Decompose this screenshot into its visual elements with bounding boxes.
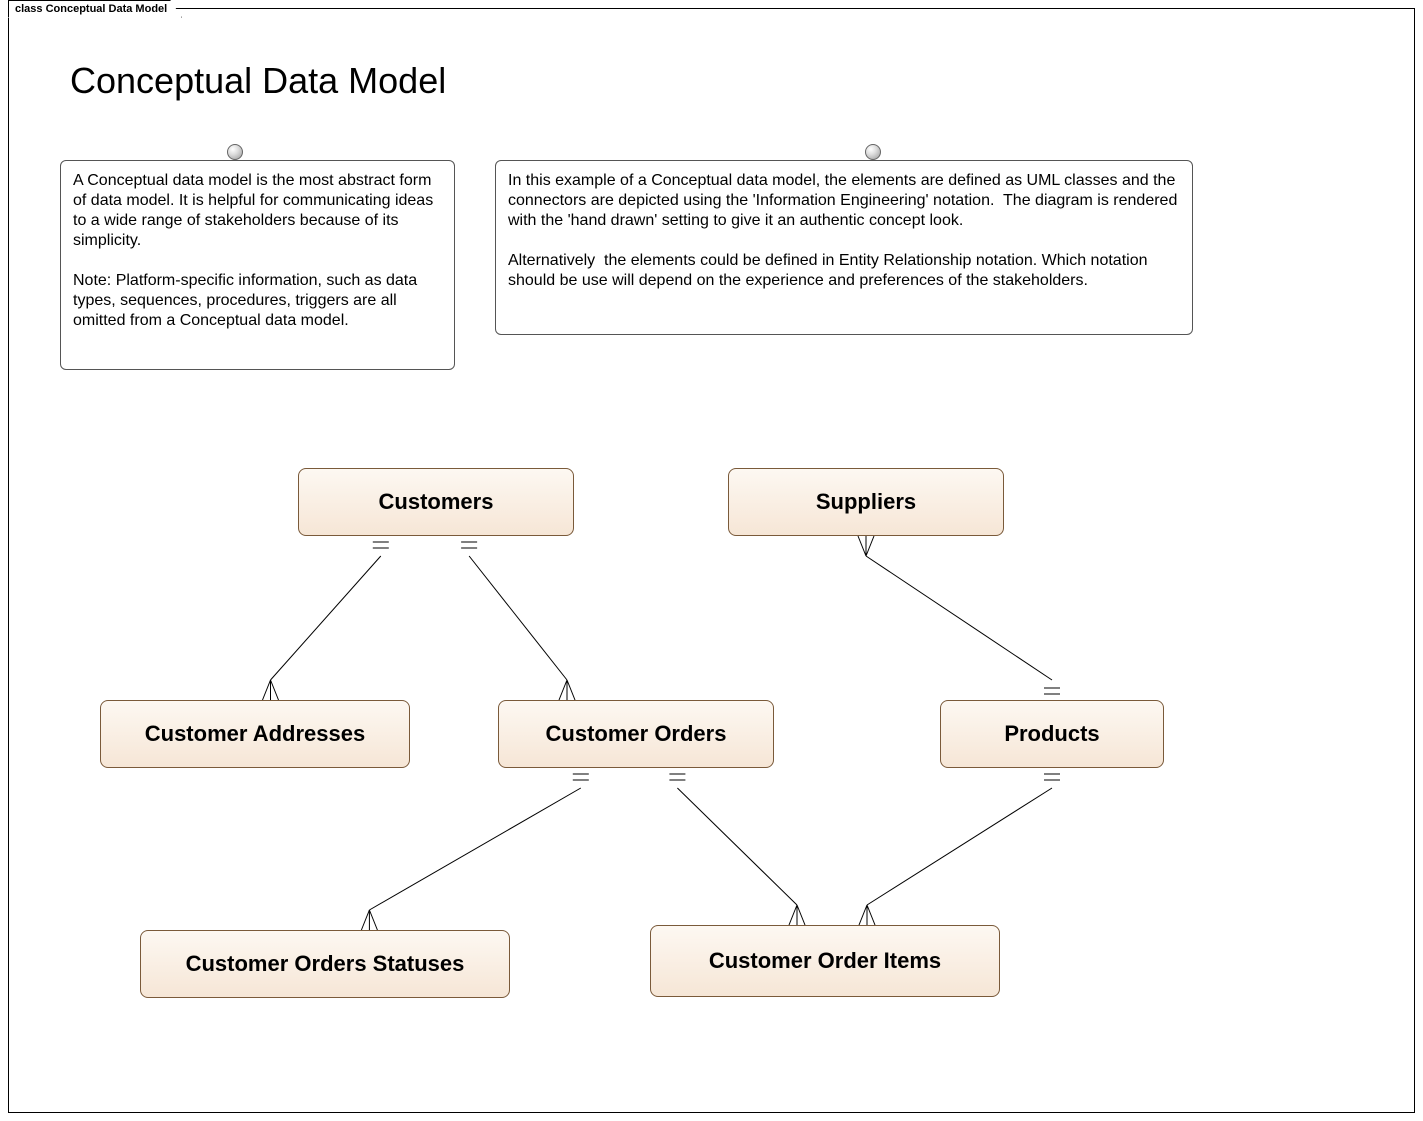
entity-customers[interactable]: Customers xyxy=(298,468,574,536)
entity-products[interactable]: Products xyxy=(940,700,1164,768)
entity-suppliers[interactable]: Suppliers xyxy=(728,468,1004,536)
pin-icon xyxy=(865,144,881,160)
entity-orders[interactable]: Customer Orders xyxy=(498,700,774,768)
diagram-tab: class Conceptual Data Model xyxy=(8,0,182,18)
note-right: In this example of a Conceptual data mod… xyxy=(495,160,1193,335)
entity-items[interactable]: Customer Order Items xyxy=(650,925,1000,997)
diagram-title: Conceptual Data Model xyxy=(70,60,446,102)
diagram-frame: class Conceptual Data Model Conceptual D… xyxy=(0,0,1423,1121)
note-left: A Conceptual data model is the most abst… xyxy=(60,160,455,370)
entity-addresses[interactable]: Customer Addresses xyxy=(100,700,410,768)
entity-statuses[interactable]: Customer Orders Statuses xyxy=(140,930,510,998)
pin-icon xyxy=(227,144,243,160)
